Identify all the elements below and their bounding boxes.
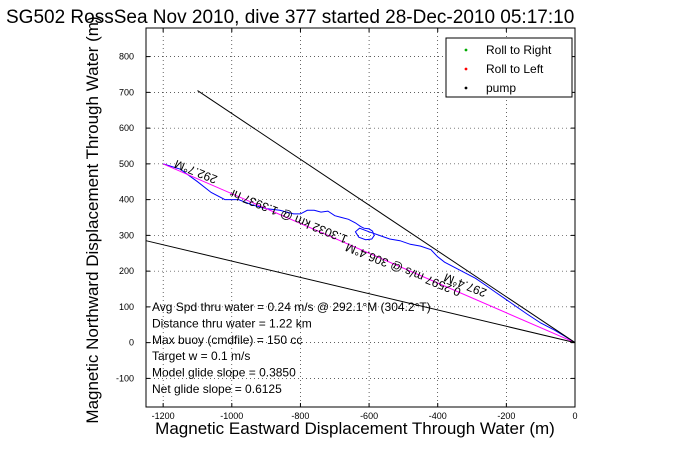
y-tick-label: 400 — [119, 195, 134, 205]
y-tick-label: 500 — [119, 159, 134, 169]
legend-label: Roll to Left — [486, 62, 544, 76]
series-line-0 — [163, 163, 576, 344]
series-line-1 — [163, 163, 576, 344]
series-line-3 — [145, 240, 576, 344]
info-line: Net glide slope = 0.6125 — [152, 382, 282, 396]
info-line: Max buoy (cmdfile) = 150 cc — [152, 333, 302, 347]
y-tick-label: -100 — [116, 373, 134, 383]
y-tick-label: 0 — [129, 338, 134, 348]
x-tick-label: -800 — [291, 411, 309, 421]
y-tick-label: 300 — [119, 230, 134, 240]
y-tick-label: 100 — [119, 302, 134, 312]
series-line-2 — [197, 90, 576, 344]
info-line: Avg Spd thru water = 0.24 m/s @ 292.1°M … — [152, 300, 431, 314]
y-tick-label: 800 — [119, 52, 134, 62]
x-tick-label: -1200 — [152, 411, 175, 421]
ticks: -1200 -1000 -800 -600 -400 -200 0-100010020030… — [116, 28, 578, 421]
legend-items: Roll to Right Roll to Left pump — [464, 43, 552, 95]
info-line: Model glide slope = 0.3850 — [152, 366, 296, 380]
data-lines — [145, 90, 576, 344]
y-tick-label: 700 — [119, 87, 134, 97]
y-tick-label: 600 — [119, 123, 134, 133]
legend-marker — [464, 67, 468, 71]
info-line: Distance thru water = 1.22 km — [152, 316, 312, 330]
chart-title: SG502 RossSea Nov 2010, dive 377 started… — [6, 7, 574, 28]
legend-marker — [464, 86, 468, 90]
legend-label: pump — [486, 81, 516, 95]
info-line: Target w = 0.1 m/s — [152, 349, 250, 363]
x-tick-label: 0 — [572, 411, 577, 421]
legend-marker — [464, 48, 468, 52]
x-axis-label: Magnetic Eastward Displacement Through W… — [155, 419, 555, 438]
x-tick-label: -1000 — [220, 411, 243, 421]
y-tick-label: 200 — [119, 266, 134, 276]
x-tick-label: -400 — [429, 411, 447, 421]
legend-label: Roll to Right — [486, 43, 552, 57]
plot-border — [145, 27, 576, 408]
info-text-block: Avg Spd thru water = 0.24 m/s @ 292.1°M … — [152, 300, 431, 396]
x-tick-label: -600 — [360, 411, 378, 421]
legend: Roll to Right Roll to Left pump — [445, 37, 573, 98]
y-axis-label: Magnetic Northward Displacement Through … — [83, 16, 102, 423]
x-tick-label: -200 — [497, 411, 515, 421]
